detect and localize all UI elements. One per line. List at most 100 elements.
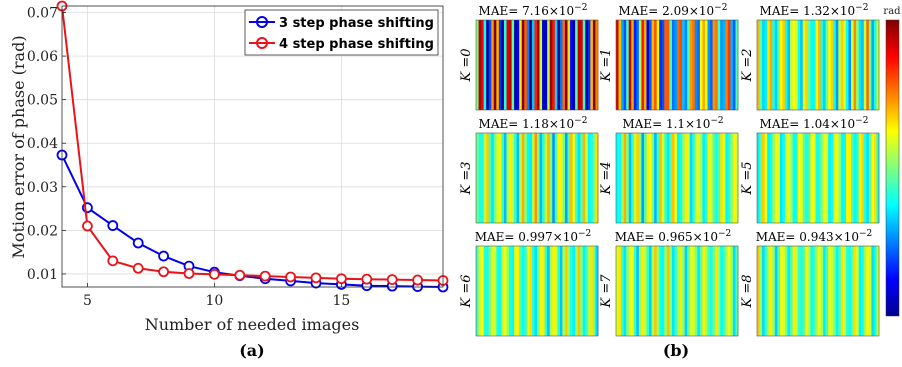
heatmap-panel: MAE= 7.16×10−2 K =0 [459,3,599,111]
heatmap-stripe [638,133,642,223]
heatmap-stripe [866,246,870,336]
heatmap-stripe [792,133,796,223]
heatmap-stripe [682,246,686,336]
heatmap-stripe [757,20,760,110]
heatmap-stripe [838,246,842,336]
heatmap-stripe [774,133,778,223]
heatmap-stripe [554,133,558,223]
heatmap-panel: MAE= 1.18×10−2 K =3 [459,116,599,224]
heatmap-stripe [671,246,675,336]
heatmap-stripe [845,133,849,223]
heatmap-stripe [727,133,731,223]
heatmap-stripe [820,133,824,223]
heatmap-stripe [621,133,625,223]
heatmap-stripe [616,133,619,223]
heatmap-stripe [762,246,766,336]
heatmap-stripe [812,133,816,223]
heatmap-stripe [570,246,573,336]
heatmap-stripe [511,133,515,223]
heatmap-stripe [802,20,806,110]
heatmap-stripe [669,133,673,223]
heatmap-stripe [790,133,793,223]
heatmap-stripe [493,20,497,110]
heatmap-stripe [514,20,518,110]
heatmap-stripe [516,246,520,336]
heatmap-stripe [682,20,686,110]
mae-exponent: −2 [578,229,591,239]
heatmap-stripe [501,246,505,336]
heatmap-stripe [516,20,520,110]
heatmap-stripe [590,20,594,110]
heatmap-stripe [845,246,849,336]
mae-value: MAE= 1.1×10 [622,117,710,131]
heatmap-panel: MAE= 0.997×10−2 K =6 [459,229,599,337]
heatmap-stripe [633,246,637,336]
heatmap-stripe [845,20,849,110]
heatmap-stripe [828,246,832,336]
heatmap-stripe [506,20,510,110]
heatmap-stripe [542,246,546,336]
heatmap-stripe [544,133,548,223]
mae-label: MAE= 0.943×10−2 [756,229,873,244]
heatmap-stripe [564,20,568,110]
mae-exponent: −2 [855,116,868,126]
heatmap-stripe [863,246,867,336]
heatmap-stripe [699,133,703,223]
heatmap-stripe [526,246,530,336]
heatmap-stripe [815,133,819,223]
heatmap-stripe [521,246,525,336]
heatmap-stripe [684,20,688,110]
k-label: K =8 [740,274,755,308]
heatmap-stripe [595,246,599,336]
heatmap-stripe [807,20,811,110]
heatmap-stripe [812,20,816,110]
heatmap-stripe [868,20,872,110]
heatmap-stripe [623,246,627,336]
heatmap-stripe [848,246,852,336]
heatmap-stripe [866,133,870,223]
k-label: K =0 [459,48,474,82]
legend-marker-3-step [256,16,268,28]
heatmap-stripe [521,20,525,110]
heatmap-stripe [702,20,706,110]
heatmap-stripe [549,246,553,336]
heatmap-stripe [649,133,652,223]
heatmap-stripe [562,20,566,110]
mae-label: MAE= 1.32×10−2 [760,3,869,18]
heatmap-stripe [577,246,581,336]
series-line-4-step [61,5,444,282]
heatmap-stripe [491,20,495,110]
heatmap-stripe [787,20,791,110]
heatmap-stripe [628,20,632,110]
heatmap-stripe [559,20,563,110]
heatmap-stripe [694,246,698,336]
heatmap-stripe [537,20,540,110]
heatmap-stripe [564,133,568,223]
mae-exponent: −2 [855,3,868,13]
heatmap-stripe [531,20,535,110]
heatmap-stripe [626,20,630,110]
heatmap-stripe [577,20,581,110]
heatmap-stripe [820,20,824,110]
heatmap-stripe [567,133,571,223]
heatmap-stripe [840,133,844,223]
heatmap-stripe [828,20,832,110]
heatmap-stripe [843,20,847,110]
heatmap-stripe [777,133,781,223]
heatmap-stripe [828,133,832,223]
heatmap-stripe [486,246,490,336]
heatmap-stripe [720,20,724,110]
heatmap-stripe [679,20,683,110]
heatmap-stripe [580,20,584,110]
heatmap-stripe [661,246,665,336]
y-axis-label: Motion error of phase (rad) [9,35,28,258]
heatmap-stripe [757,133,760,223]
heatmap-stripe [830,20,834,110]
series-group [56,0,449,293]
heatmap-stripe [800,20,804,110]
heatmap-stripe [777,246,781,336]
heatmap-stripe [797,20,801,110]
heatmap-stripe [782,133,786,223]
heatmap-stripe [661,20,665,110]
heatmap-stripe [697,20,701,110]
